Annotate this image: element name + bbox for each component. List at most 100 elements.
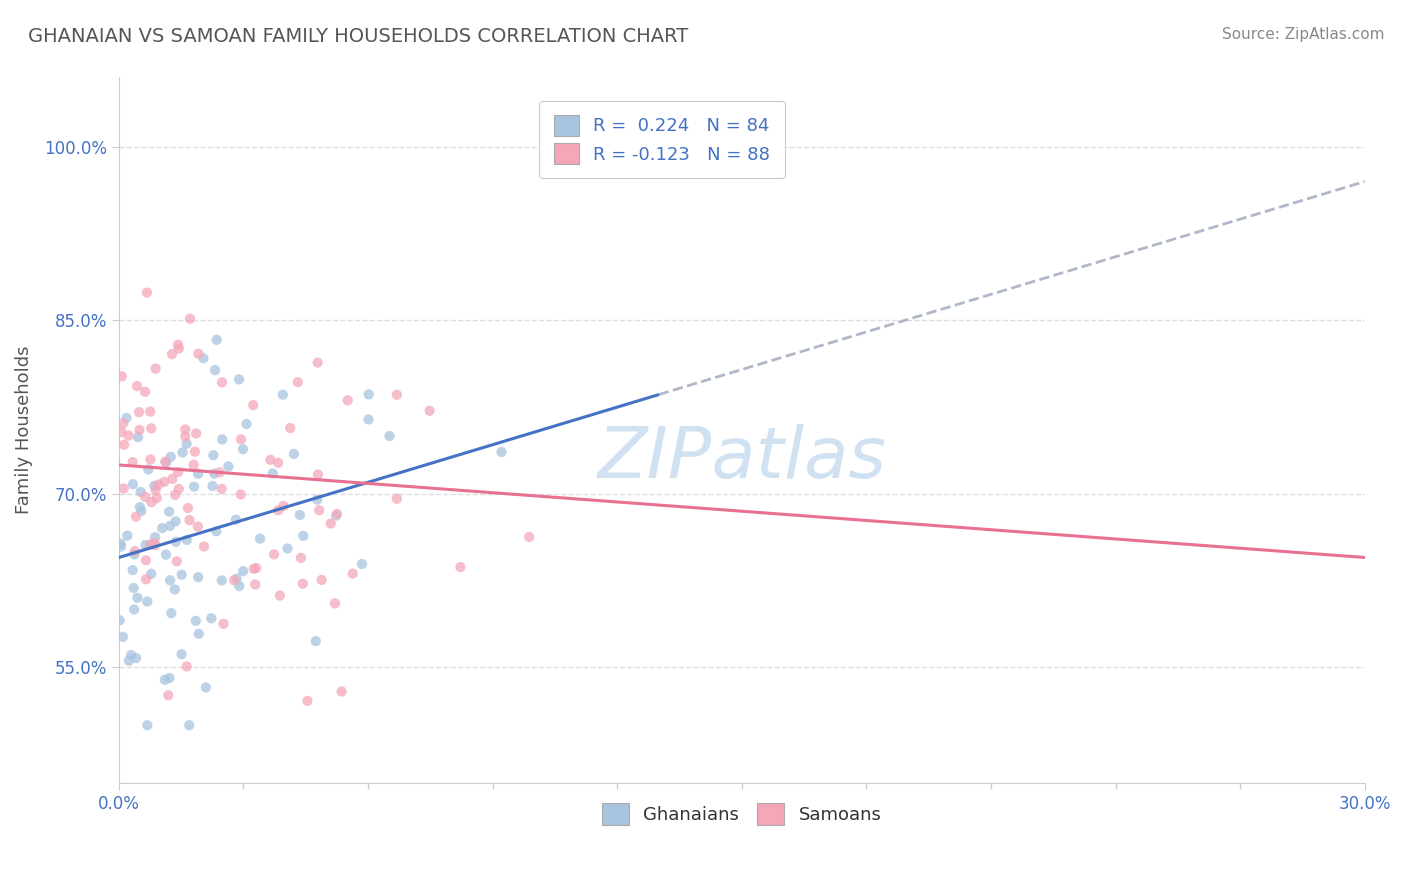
Point <box>179 513 201 527</box>
Point <box>229 433 252 447</box>
Point <box>125 379 148 393</box>
Point <box>167 342 190 356</box>
Point <box>166 554 188 568</box>
Point <box>187 347 209 361</box>
Point <box>307 356 329 370</box>
Point <box>155 548 177 562</box>
Point <box>202 467 225 481</box>
Text: ZIPatlas: ZIPatlas <box>598 424 886 493</box>
Point <box>153 475 176 489</box>
Point <box>307 492 329 507</box>
Point <box>228 372 250 386</box>
Point <box>122 581 145 595</box>
Point <box>141 495 163 509</box>
Point <box>283 447 305 461</box>
Point <box>491 445 513 459</box>
Point <box>129 500 152 514</box>
Point <box>170 647 193 661</box>
Point <box>146 491 169 505</box>
Point <box>187 570 209 584</box>
Point <box>308 503 330 517</box>
Point <box>127 430 149 444</box>
Point <box>211 482 233 496</box>
Point <box>159 519 181 533</box>
Point <box>139 452 162 467</box>
Point <box>184 614 207 628</box>
Point <box>179 311 201 326</box>
Point <box>172 445 194 459</box>
Point <box>208 466 231 480</box>
Point <box>141 421 163 435</box>
Point <box>201 479 224 493</box>
Point <box>357 412 380 426</box>
Point <box>290 550 312 565</box>
Point <box>165 514 187 528</box>
Point <box>117 428 139 442</box>
Point <box>232 564 254 578</box>
Point <box>194 681 217 695</box>
Point <box>242 562 264 576</box>
Point <box>174 423 197 437</box>
Point <box>159 450 181 464</box>
Point <box>110 425 132 439</box>
Point <box>143 530 166 544</box>
Point <box>145 483 167 497</box>
Point <box>128 423 150 437</box>
Point <box>176 659 198 673</box>
Point <box>167 337 190 351</box>
Point <box>229 487 252 501</box>
Point <box>163 582 186 597</box>
Point <box>186 426 208 441</box>
Point <box>267 456 290 470</box>
Point <box>143 536 166 550</box>
Point <box>129 484 152 499</box>
Point <box>121 563 143 577</box>
Point <box>350 557 373 571</box>
Point <box>204 363 226 377</box>
Point <box>242 398 264 412</box>
Legend: Ghanaians, Samoans: Ghanaians, Samoans <box>593 794 891 834</box>
Point <box>159 574 181 588</box>
Point <box>135 572 157 586</box>
Point <box>135 553 157 567</box>
Point <box>378 429 401 443</box>
Point <box>118 654 141 668</box>
Point <box>112 438 135 452</box>
Point <box>122 602 145 616</box>
Point <box>183 458 205 472</box>
Point <box>184 444 207 458</box>
Point <box>111 630 134 644</box>
Point <box>160 606 183 620</box>
Point <box>305 634 328 648</box>
Point <box>307 467 329 482</box>
Point <box>165 488 187 502</box>
Point <box>145 361 167 376</box>
Point <box>139 537 162 551</box>
Point <box>110 537 132 551</box>
Text: GHANAIAN VS SAMOAN FAMILY HOUSEHOLDS CORRELATION CHART: GHANAIAN VS SAMOAN FAMILY HOUSEHOLDS COR… <box>28 27 689 45</box>
Point <box>267 503 290 517</box>
Point <box>115 411 138 425</box>
Point <box>292 529 315 543</box>
Point <box>135 285 157 300</box>
Point <box>212 616 235 631</box>
Point <box>202 448 225 462</box>
Point <box>179 718 201 732</box>
Point <box>232 442 254 457</box>
Point <box>134 384 156 399</box>
Point <box>187 627 209 641</box>
Point <box>148 477 170 491</box>
Point <box>167 465 190 479</box>
Point <box>262 467 284 481</box>
Point <box>157 505 180 519</box>
Point <box>121 455 143 469</box>
Point <box>150 521 173 535</box>
Point <box>170 567 193 582</box>
Point <box>143 479 166 493</box>
Point <box>326 507 349 521</box>
Point <box>325 508 347 523</box>
Point <box>217 459 239 474</box>
Point <box>127 591 149 605</box>
Point <box>141 566 163 581</box>
Point <box>225 513 247 527</box>
